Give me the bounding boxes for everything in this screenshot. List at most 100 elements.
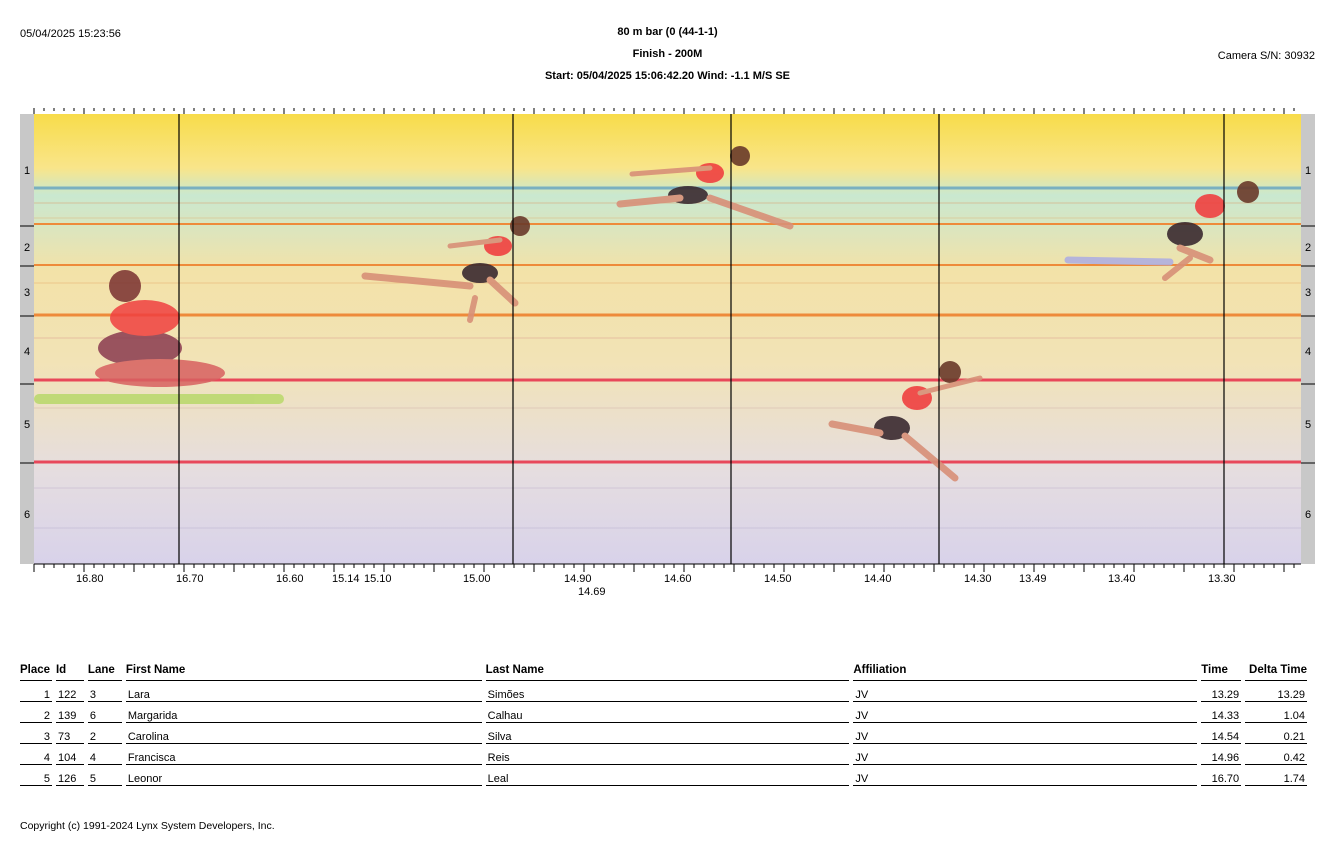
camera-serial: Camera S/N: 30932 <box>1217 50 1315 62</box>
right-lane-strip <box>1301 114 1315 564</box>
time-cell: 14.33 <box>1201 702 1242 723</box>
id-cell: 122 <box>55 681 84 702</box>
results-table: Place Id Lane First Name Last Name Affil… <box>16 662 1311 786</box>
first-name-cell: Margarida <box>125 702 482 723</box>
runner-lane-5-margarida <box>828 361 983 482</box>
lane-label-3: 3 <box>24 287 31 299</box>
event-title: 80 m bar (0 (44-1-1) <box>617 26 718 38</box>
affiliation-cell: JV <box>853 765 1198 786</box>
lane-label-2: 2 <box>1305 242 1312 254</box>
start-wind-line: Start: 05/04/2025 15:06:42.20 Wind: -1.1… <box>544 70 791 82</box>
lane-cell: 4 <box>87 744 122 765</box>
time-cell: 16.70 <box>1201 765 1242 786</box>
last-name-cell: Simões <box>485 681 850 702</box>
col-header-delta-time: Delta Time <box>1245 662 1307 681</box>
col-header-last-name: Last Name <box>485 662 850 681</box>
place-cell: 1 <box>20 681 52 702</box>
table-row: 3 73 2 Carolina Silva JV 14.54 0.21 <box>20 723 1307 744</box>
time-tick-label: 14.30 <box>964 573 992 585</box>
time-tick-label: 14.50 <box>764 573 792 585</box>
left-lane-strip <box>20 114 34 564</box>
affiliation-cell: JV <box>853 681 1198 702</box>
lane-label-4: 4 <box>24 346 31 358</box>
first-name-cell: Carolina <box>125 723 482 744</box>
last-name-cell: Silva <box>485 723 850 744</box>
time-tick-label: 16.60 <box>276 573 304 585</box>
time-tick-label: 15.00 <box>463 573 491 585</box>
place-cell: 5 <box>20 765 52 786</box>
time-tick-label: 14.69 <box>578 586 606 598</box>
first-name-cell: Lara <box>125 681 482 702</box>
lane-label-3: 3 <box>1305 287 1312 299</box>
time-tick-label: 16.80 <box>76 573 104 585</box>
time-tick-label: 15.10 <box>364 573 392 585</box>
last-name-cell: Calhau <box>485 702 850 723</box>
table-row: 1 122 3 Lara Simões JV 13.29 13.29 <box>20 681 1307 702</box>
delta-time-cell: 1.74 <box>1245 765 1307 786</box>
id-cell: 73 <box>55 723 84 744</box>
id-cell: 139 <box>55 702 84 723</box>
col-header-time: Time <box>1201 662 1242 681</box>
runner-lane-2-carolina <box>361 216 530 323</box>
affiliation-cell: JV <box>853 723 1198 744</box>
first-name-cell: Leonor <box>125 765 482 786</box>
runner-lane-4-leonor <box>34 270 284 404</box>
id-cell: 104 <box>55 744 84 765</box>
lane-cell: 2 <box>87 723 122 744</box>
lane-label-2: 2 <box>24 242 31 254</box>
lane-cell: 3 <box>87 681 122 702</box>
col-header-place: Place <box>20 662 52 681</box>
photo-finish-image <box>20 108 1315 564</box>
lane-label-4: 4 <box>1305 346 1312 358</box>
col-header-lane: Lane <box>87 662 122 681</box>
last-name-cell: Reis <box>485 744 850 765</box>
delta-time-cell: 1.04 <box>1245 702 1307 723</box>
time-axis <box>33 563 1301 572</box>
place-cell: 3 <box>20 723 52 744</box>
affiliation-cell: JV <box>853 702 1198 723</box>
time-cell: 14.54 <box>1201 723 1242 744</box>
results-header-row: Place Id Lane First Name Last Name Affil… <box>20 662 1307 681</box>
copyright-notice: Copyright (c) 1991-2024 Lynx System Deve… <box>20 820 275 832</box>
time-tick-label: 13.40 <box>1108 573 1136 585</box>
lane-label-6: 6 <box>24 509 31 521</box>
time-tick-label: 14.40 <box>864 573 892 585</box>
bottom-tick-marks <box>33 564 1295 572</box>
place-cell: 4 <box>20 744 52 765</box>
place-cell: 2 <box>20 702 52 723</box>
table-row: 5 126 5 Leonor Leal JV 16.70 1.74 <box>20 765 1307 786</box>
runner-lane-1-francisca <box>616 146 794 230</box>
time-cell: 14.96 <box>1201 744 1242 765</box>
track-background <box>34 114 1301 564</box>
time-tick-label: 16.70 <box>176 573 204 585</box>
runner-lane-3-lara <box>1064 181 1259 281</box>
lane-label-6: 6 <box>1305 509 1312 521</box>
col-header-first-name: First Name <box>125 662 482 681</box>
col-header-id: Id <box>55 662 84 681</box>
lane-cell: 5 <box>87 765 122 786</box>
top-tick-marks <box>33 108 1295 114</box>
time-tick-label: 15.14 <box>332 573 360 585</box>
time-tick-label: 14.90 <box>564 573 592 585</box>
table-row: 2 139 6 Margarida Calhau JV 14.33 1.04 <box>20 702 1307 723</box>
time-cursors <box>178 114 1225 564</box>
lane-label-5: 5 <box>1305 419 1312 431</box>
col-header-affiliation: Affiliation <box>853 662 1198 681</box>
time-cell: 13.29 <box>1201 681 1242 702</box>
delta-time-cell: 13.29 <box>1245 681 1307 702</box>
time-tick-label: 14.60 <box>664 573 692 585</box>
time-tick-label: 13.30 <box>1208 573 1236 585</box>
first-name-cell: Francisca <box>125 744 482 765</box>
finish-label: Finish - 200M <box>632 48 703 60</box>
affiliation-cell: JV <box>853 744 1198 765</box>
id-cell: 126 <box>55 765 84 786</box>
print-timestamp: 05/04/2025 15:23:56 <box>20 28 121 40</box>
lane-label-1: 1 <box>1305 165 1312 177</box>
time-tick-label: 13.49 <box>1019 573 1047 585</box>
last-name-cell: Leal <box>485 765 850 786</box>
lane-cell: 6 <box>87 702 122 723</box>
lane-label-1: 1 <box>24 165 31 177</box>
delta-time-cell: 0.42 <box>1245 744 1307 765</box>
lane-label-5: 5 <box>24 419 31 431</box>
table-row: 4 104 4 Francisca Reis JV 14.96 0.42 <box>20 744 1307 765</box>
